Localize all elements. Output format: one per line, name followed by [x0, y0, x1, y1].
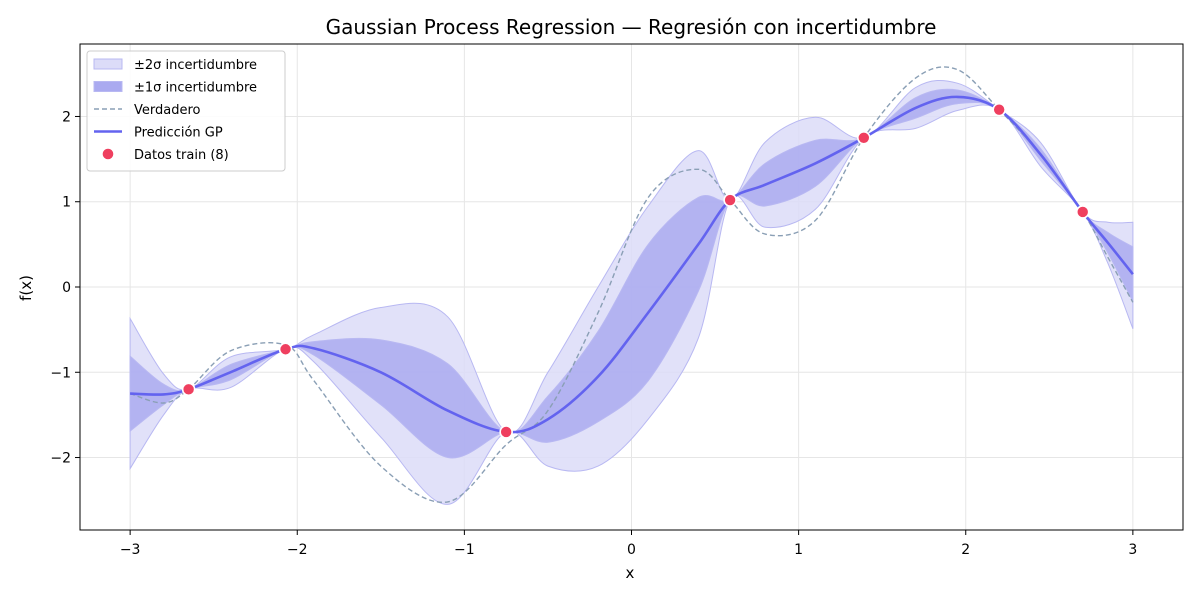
- train-point: [856, 130, 871, 145]
- legend-swatch-band1: [93, 81, 123, 92]
- legend-box: [86, 50, 286, 172]
- y-tick-label: −2: [50, 451, 71, 467]
- legend-label: Predicción GP: [134, 126, 223, 141]
- train-point: [1075, 205, 1090, 219]
- legend-label: ±2σ incertidumbre: [134, 58, 257, 73]
- y-axis-ticks: −2 −1 0 1 2: [50, 109, 80, 467]
- x-tick-label: −2: [287, 542, 308, 558]
- x-tick-label: 1: [794, 542, 803, 558]
- legend-label: ±1σ incertidumbre: [134, 81, 257, 96]
- legend-label: Datos train (8): [134, 148, 229, 163]
- train-point: [723, 193, 737, 207]
- train-point: [181, 382, 196, 397]
- train-point: [278, 342, 293, 357]
- y-axis-label: f(x): [17, 275, 35, 301]
- legend-swatch-band2: [93, 58, 123, 70]
- y-tick-label: 1: [62, 195, 71, 211]
- train-points: [181, 102, 1090, 439]
- x-axis-label: x: [626, 564, 635, 582]
- x-tick-label: 3: [1128, 542, 1137, 558]
- y-tick-label: −1: [50, 365, 71, 381]
- legend-label: Verdadero: [134, 103, 201, 118]
- x-tick-label: 0: [627, 542, 636, 558]
- y-tick-label: 0: [62, 280, 71, 296]
- y-tick-label: 2: [62, 109, 71, 125]
- legend: ±2σ incertidumbre ±1σ incertidumbre Verdad…: [86, 50, 286, 172]
- legend-swatch-points: [101, 147, 115, 161]
- x-axis-ticks: −3 −2 −1 0 1 2 3: [120, 530, 1137, 558]
- x-tick-label: −1: [454, 542, 475, 558]
- x-tick-label: 2: [961, 542, 970, 558]
- train-point: [499, 425, 513, 439]
- x-tick-label: −3: [120, 542, 141, 558]
- train-point: [992, 102, 1006, 117]
- chart-title: Gaussian Process Regression — Regresión …: [326, 15, 937, 39]
